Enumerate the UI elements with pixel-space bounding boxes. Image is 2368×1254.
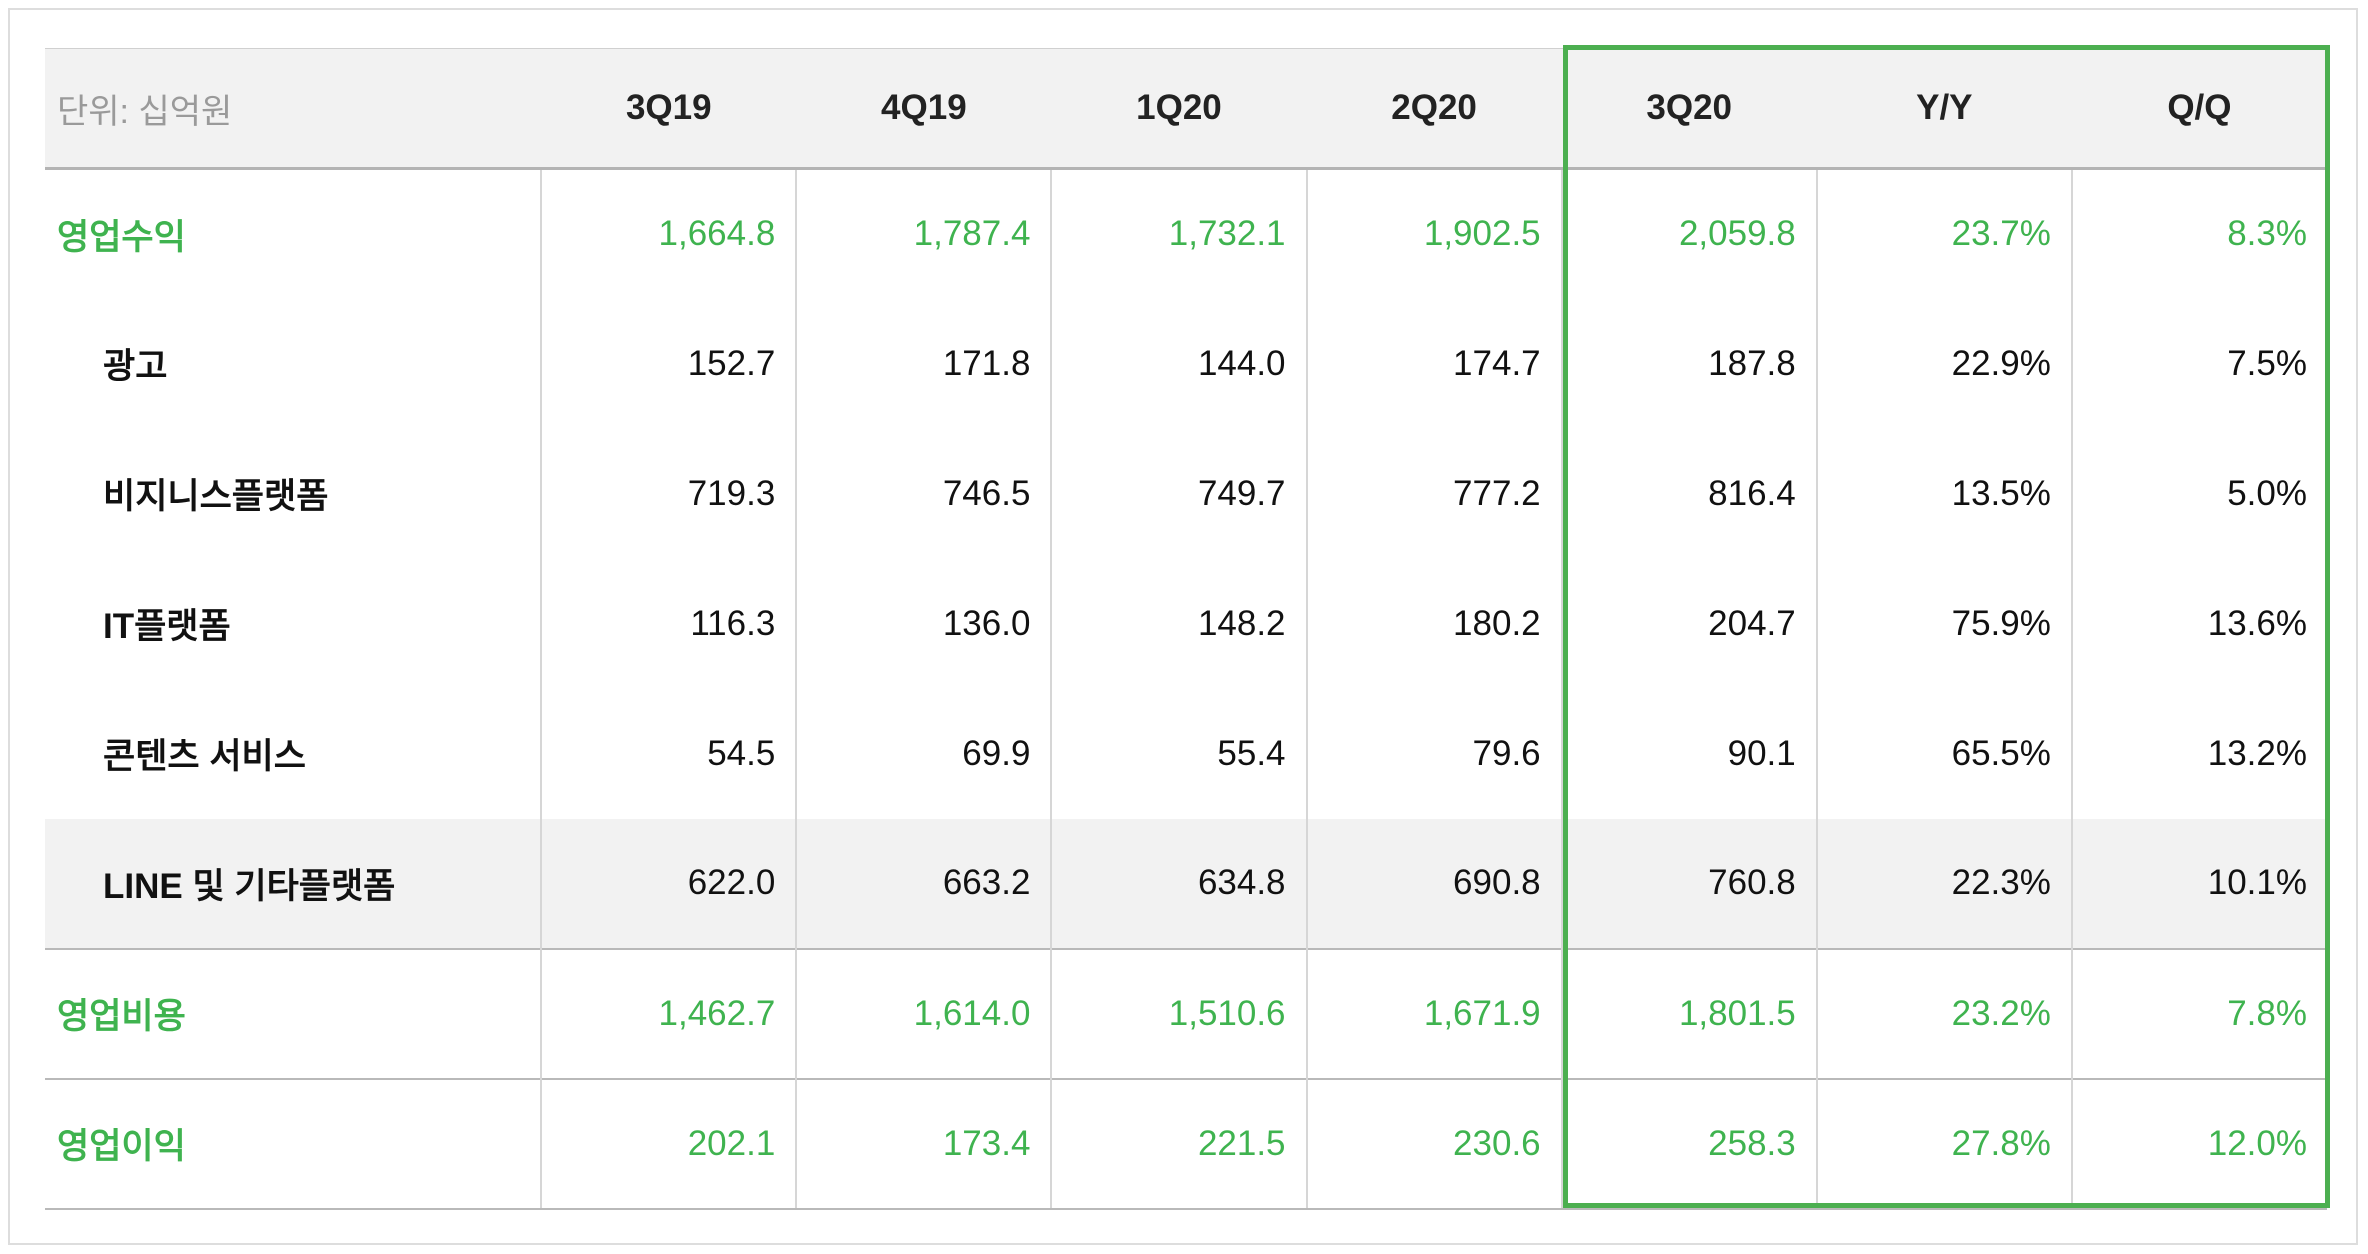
table-row: LINE 및 기타플랫폼 622.0 663.2 634.8 690.8 760.8 22.… bbox=[45, 818, 2327, 949]
column-header: Q/Q bbox=[2071, 48, 2327, 170]
value-cell: 10.1% bbox=[2070, 818, 2327, 949]
value-cell: 13.2% bbox=[2070, 688, 2327, 819]
row-label: LINE 및 기타플랫폼 bbox=[45, 818, 542, 949]
value-cell: 13.5% bbox=[1815, 428, 2072, 559]
value-cell: 690.8 bbox=[1305, 818, 1562, 949]
value-cell: 69.9 bbox=[795, 688, 1052, 819]
table-row: 영업비용 1,462.7 1,614.0 1,510.6 1,671.9 1,801.5 2… bbox=[45, 947, 2327, 1079]
value-cell: 777.2 bbox=[1305, 428, 1562, 559]
financial-table: 단위: 십억원 3Q19 4Q19 1Q20 2Q20 3Q20 Y/Y Q/Q 영업수익 1… bbox=[45, 48, 2327, 1210]
value-cell: 622.0 bbox=[540, 818, 797, 949]
value-cell: 136.0 bbox=[795, 558, 1052, 689]
value-cell: 152.7 bbox=[540, 298, 797, 429]
value-cell: 1,787.4 bbox=[795, 168, 1052, 299]
table-row: 영업이익 202.1 173.4 221.5 230.6 258.3 27.8% 12.0% bbox=[45, 1077, 2327, 1210]
value-cell: 27.8% bbox=[1815, 1077, 2072, 1210]
value-cell: 79.6 bbox=[1305, 688, 1562, 819]
table-row: 비지니스플랫폼 719.3 746.5 749.7 777.2 816.4 13.5% 5.0… bbox=[45, 428, 2327, 559]
value-cell: 663.2 bbox=[795, 818, 1052, 949]
value-cell: 258.3 bbox=[1560, 1077, 1817, 1210]
row-label: 영업비용 bbox=[45, 947, 542, 1079]
value-cell: 75.9% bbox=[1815, 558, 2072, 689]
column-header: 3Q20 bbox=[1561, 48, 1817, 170]
value-cell: 719.3 bbox=[540, 428, 797, 559]
table-row: IT플랫폼 116.3 136.0 148.2 180.2 204.7 75.9% 13.6% bbox=[45, 558, 2327, 689]
value-cell: 746.5 bbox=[795, 428, 1052, 559]
value-cell: 180.2 bbox=[1305, 558, 1562, 689]
value-cell: 760.8 bbox=[1560, 818, 1817, 949]
value-cell: 1,902.5 bbox=[1305, 168, 1562, 299]
value-cell: 116.3 bbox=[540, 558, 797, 689]
value-cell: 221.5 bbox=[1050, 1077, 1307, 1210]
value-cell: 187.8 bbox=[1560, 298, 1817, 429]
value-cell: 22.3% bbox=[1815, 818, 2072, 949]
value-cell: 7.5% bbox=[2070, 298, 2327, 429]
value-cell: 5.0% bbox=[2070, 428, 2327, 559]
value-cell: 174.7 bbox=[1305, 298, 1562, 429]
value-cell: 816.4 bbox=[1560, 428, 1817, 559]
value-cell: 1,462.7 bbox=[540, 947, 797, 1079]
value-cell: 204.7 bbox=[1560, 558, 1817, 689]
value-cell: 171.8 bbox=[795, 298, 1052, 429]
column-header: 1Q20 bbox=[1051, 48, 1307, 170]
value-cell: 173.4 bbox=[795, 1077, 1052, 1210]
value-cell: 749.7 bbox=[1050, 428, 1307, 559]
value-cell: 1,671.9 bbox=[1305, 947, 1562, 1079]
value-cell: 1,510.6 bbox=[1050, 947, 1307, 1079]
unit-label: 단위: 십억원 bbox=[45, 48, 542, 170]
value-cell: 1,732.1 bbox=[1050, 168, 1307, 299]
value-cell: 90.1 bbox=[1560, 688, 1817, 819]
value-cell: 230.6 bbox=[1305, 1077, 1562, 1210]
row-label: 비지니스플랫폼 bbox=[103, 477, 329, 516]
column-header: Y/Y bbox=[1816, 48, 2072, 170]
value-cell: 12.0% bbox=[2070, 1077, 2327, 1210]
value-cell: 148.2 bbox=[1050, 558, 1307, 689]
row-label: IT플랫폼 bbox=[103, 607, 231, 646]
row-label: 영업수익 bbox=[57, 217, 186, 257]
row-label: 영업이익 bbox=[45, 1077, 542, 1210]
row-label: 광고 bbox=[103, 347, 168, 386]
value-cell: 202.1 bbox=[540, 1077, 797, 1210]
value-cell: 1,801.5 bbox=[1560, 947, 1817, 1079]
value-cell: 8.3% bbox=[2070, 168, 2327, 299]
value-cell: 2,059.8 bbox=[1560, 168, 1817, 299]
column-header: 2Q20 bbox=[1306, 48, 1562, 170]
table-row: 광고 152.7 171.8 144.0 174.7 187.8 22.9% 7.5% bbox=[45, 298, 2327, 429]
table-body: 영업수익 1,664.8 1,787.4 1,732.1 1,902.5 2,059.8 2… bbox=[45, 168, 2327, 1210]
value-cell: 7.8% bbox=[2070, 947, 2327, 1079]
value-cell: 55.4 bbox=[1050, 688, 1307, 819]
value-cell: 13.6% bbox=[2070, 558, 2327, 689]
table-row: 콘텐츠 서비스 54.5 69.9 55.4 79.6 90.1 65.5% 13.2% bbox=[45, 688, 2327, 819]
value-cell: 23.7% bbox=[1815, 168, 2072, 299]
value-cell: 54.5 bbox=[540, 688, 797, 819]
value-cell: 22.9% bbox=[1815, 298, 2072, 429]
value-cell: 144.0 bbox=[1050, 298, 1307, 429]
value-cell: 1,664.8 bbox=[540, 168, 797, 299]
value-cell: 634.8 bbox=[1050, 818, 1307, 949]
value-cell: 1,614.0 bbox=[795, 947, 1052, 1079]
column-header: 3Q19 bbox=[541, 48, 797, 170]
header-row: 단위: 십억원 3Q19 4Q19 1Q20 2Q20 3Q20 Y/Y Q/Q bbox=[45, 48, 2327, 170]
value-cell: 23.2% bbox=[1815, 947, 2072, 1079]
table-row: 영업수익 1,664.8 1,787.4 1,732.1 1,902.5 2,059.8 2… bbox=[45, 168, 2327, 299]
column-header: 4Q19 bbox=[796, 48, 1052, 170]
row-label: 콘텐츠 서비스 bbox=[103, 737, 306, 776]
value-cell: 65.5% bbox=[1815, 688, 2072, 819]
